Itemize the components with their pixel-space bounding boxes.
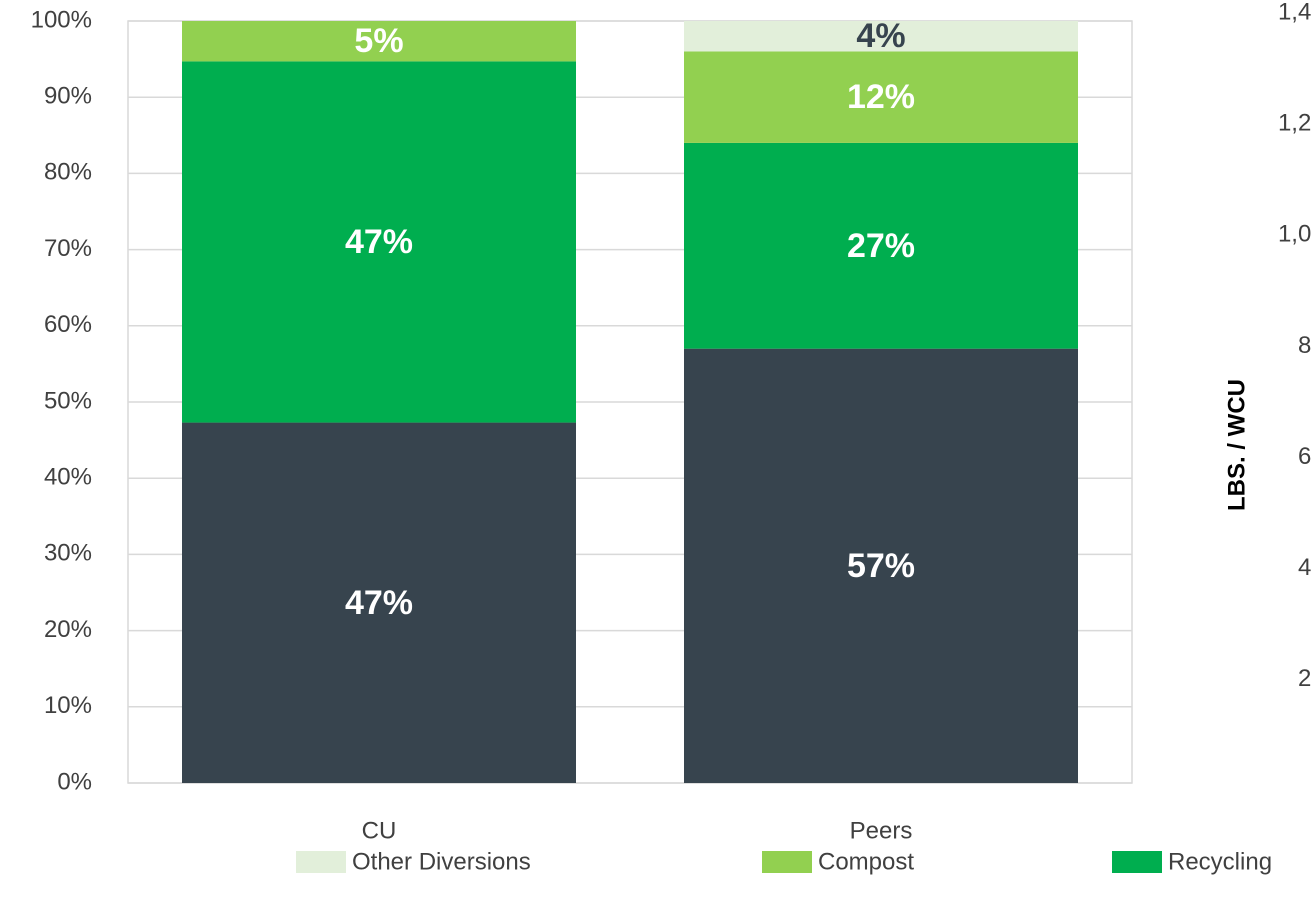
legend-label: Compost: [818, 848, 914, 875]
data-label: 47%: [345, 223, 413, 261]
bar-segment: [684, 142, 1078, 349]
y-tick-label: 400: [1298, 554, 1312, 581]
y-tick-label: 40%: [44, 464, 92, 491]
y-tick-label: 1,000: [1278, 221, 1312, 248]
y-tick-label: 800: [1298, 332, 1312, 359]
data-label: 27%: [847, 227, 915, 265]
y-tick-label: 20%: [44, 616, 92, 643]
bar-segment: [182, 422, 576, 783]
bar-segment: [684, 21, 1078, 52]
plot-border: [127, 20, 1133, 784]
y-tick-label: 60%: [44, 311, 92, 338]
legend-label: Other Diversions: [352, 848, 531, 875]
data-label: 57%: [847, 547, 915, 585]
bar-segment: [182, 21, 576, 62]
legend-swatch: [762, 851, 812, 873]
y-tick-label: 600: [1298, 443, 1312, 470]
y-tick-label: 1,200: [1278, 109, 1312, 136]
y-tick-label: 200: [1298, 665, 1312, 692]
y-tick-label: 100%: [31, 6, 92, 33]
data-label: 4%: [856, 17, 905, 55]
y-tick-label: 90%: [44, 83, 92, 110]
data-label: 12%: [847, 78, 915, 116]
y-tick-label: 30%: [44, 540, 92, 567]
y-tick-label: 50%: [44, 387, 92, 414]
y-axis-label: LBS. / WCU: [1223, 379, 1250, 511]
bar-segment: [182, 61, 576, 423]
bar-segment: [684, 51, 1078, 143]
legend-swatch: [1112, 851, 1162, 873]
legend-label: Recycling: [1168, 848, 1272, 875]
x-tick-label: Peers: [850, 817, 913, 844]
y-tick-label: 80%: [44, 159, 92, 186]
data-label: 47%: [345, 584, 413, 622]
legend-swatch: [296, 851, 346, 873]
y-tick-label: 10%: [44, 692, 92, 719]
y-tick-label: 70%: [44, 235, 92, 262]
bar-segment: [684, 348, 1078, 783]
data-label: 5%: [354, 22, 403, 60]
y-tick-label: 1,400: [1278, 0, 1312, 25]
x-tick-label: CU: [362, 817, 397, 844]
y-tick-label: 0%: [57, 768, 92, 795]
